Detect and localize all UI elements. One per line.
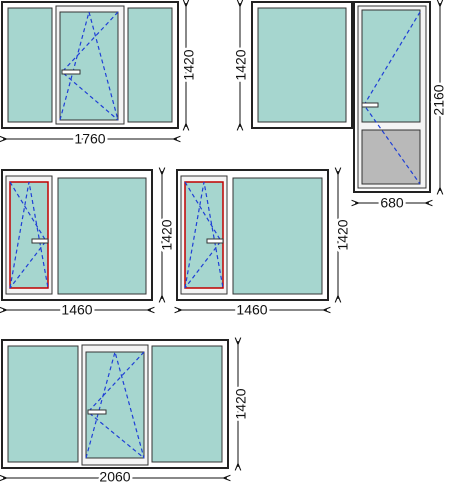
width-label: 1460 [61,302,92,318]
window-triple [2,340,238,478]
height-label: 1420 [181,49,197,80]
height-label: 1420 [233,388,249,419]
height-label: 1420 [335,219,351,250]
window-double [2,170,162,310]
width-label: 1760 [74,131,105,147]
height-label: 1420 [159,219,175,250]
window-triple [2,2,186,139]
balcony-block [240,2,440,203]
window-double [177,170,338,310]
width-label: 680 [380,195,404,211]
width-label: 1460 [236,302,267,318]
height-label: 1420 [233,49,249,80]
width-label: 2060 [99,469,130,485]
height-label: 2160 [431,84,447,115]
